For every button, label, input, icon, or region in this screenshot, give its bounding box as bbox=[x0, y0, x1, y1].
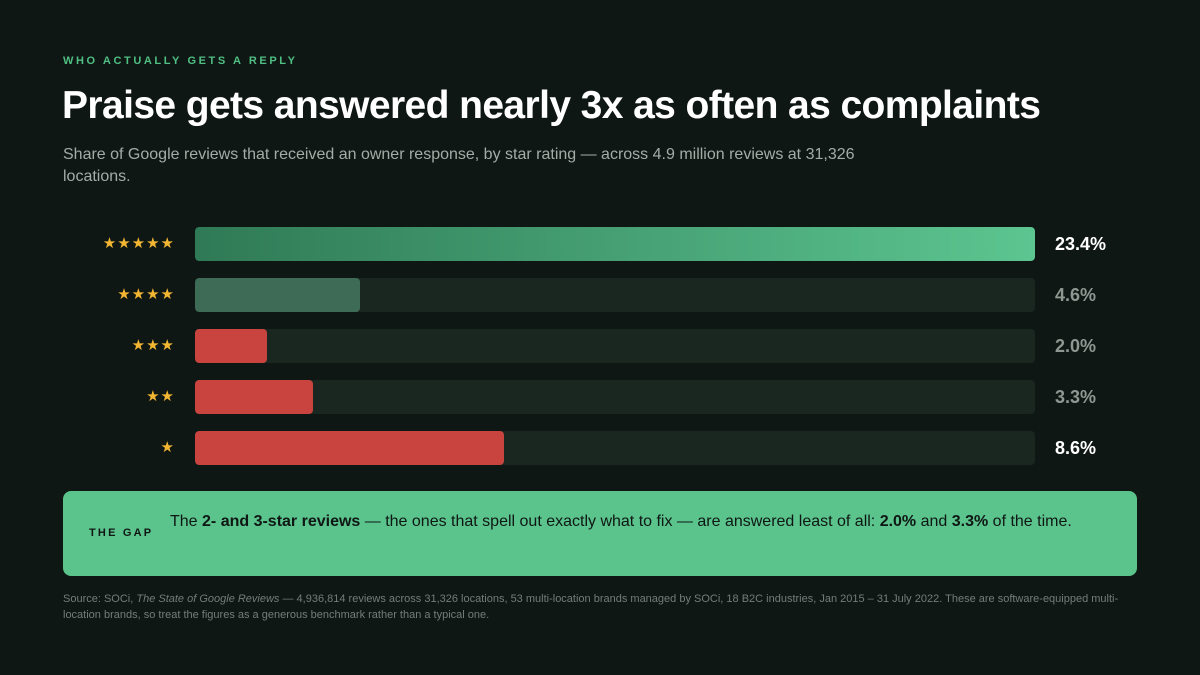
page-title: Praise gets answered nearly 3x as often … bbox=[62, 84, 1041, 127]
bar-track bbox=[195, 380, 1035, 414]
bar-row: ★★★★★ 23.4% bbox=[0, 227, 1200, 261]
value-label: 8.6% bbox=[1055, 438, 1097, 458]
callout-emphasis-three-percent: 3.3% bbox=[951, 513, 989, 530]
value-label: 3.3% bbox=[1055, 387, 1097, 407]
source-note: Source: SOCi, The State of Google Review… bbox=[63, 591, 1137, 623]
bar-row: ★ 8.6% bbox=[0, 431, 1200, 465]
callout-text-part: and bbox=[916, 513, 952, 530]
star-rating-label: ★★★ bbox=[131, 337, 175, 354]
the-gap-callout: THE GAP The 2- and 3-star reviews — the … bbox=[63, 491, 1137, 576]
bar-row: ★★ 3.3% bbox=[0, 380, 1200, 414]
source-report-title: The State of Google Reviews bbox=[136, 593, 280, 605]
bar-track bbox=[195, 278, 1035, 312]
value-label: 4.6% bbox=[1055, 285, 1097, 305]
bar-track bbox=[195, 431, 1035, 465]
source-prefix: Source: SOCi, bbox=[63, 593, 137, 605]
callout-text-part: of the time. bbox=[988, 513, 1072, 530]
bar-track bbox=[195, 227, 1035, 261]
value-label: 2.0% bbox=[1055, 336, 1097, 356]
star-rating-label: ★ bbox=[160, 439, 175, 456]
star-rating-label: ★★★★ bbox=[117, 286, 175, 303]
bar bbox=[195, 380, 314, 414]
value-label: 23.4% bbox=[1055, 234, 1107, 254]
source-details: — 4,936,814 reviews across 31,326 locati… bbox=[63, 593, 1119, 621]
callout-text-part: The bbox=[170, 513, 203, 530]
bar bbox=[195, 227, 1035, 261]
bar-row: ★★★ 2.0% bbox=[0, 329, 1200, 363]
page-subtitle: Share of Google reviews that received an… bbox=[63, 146, 855, 185]
bar-track bbox=[195, 329, 1035, 363]
bar bbox=[195, 431, 504, 465]
star-rating-label: ★★ bbox=[146, 388, 175, 405]
bar bbox=[195, 329, 267, 363]
bar bbox=[195, 278, 361, 312]
callout-emphasis-reviews: 2- and 3-star reviews bbox=[202, 513, 361, 530]
callout-text-part: — the ones that spell out exactly what t… bbox=[360, 513, 880, 530]
eyebrow-label: WHO ACTUALLY GETS A REPLY bbox=[63, 55, 298, 67]
callout-label: THE GAP bbox=[89, 527, 154, 539]
star-rating-label: ★★★★★ bbox=[102, 235, 175, 252]
callout-emphasis-two-percent: 2.0% bbox=[879, 513, 917, 530]
callout-text: The 2- and 3-star reviews — the ones tha… bbox=[170, 510, 1120, 533]
bar-row: ★★★★ 4.6% bbox=[0, 278, 1200, 312]
